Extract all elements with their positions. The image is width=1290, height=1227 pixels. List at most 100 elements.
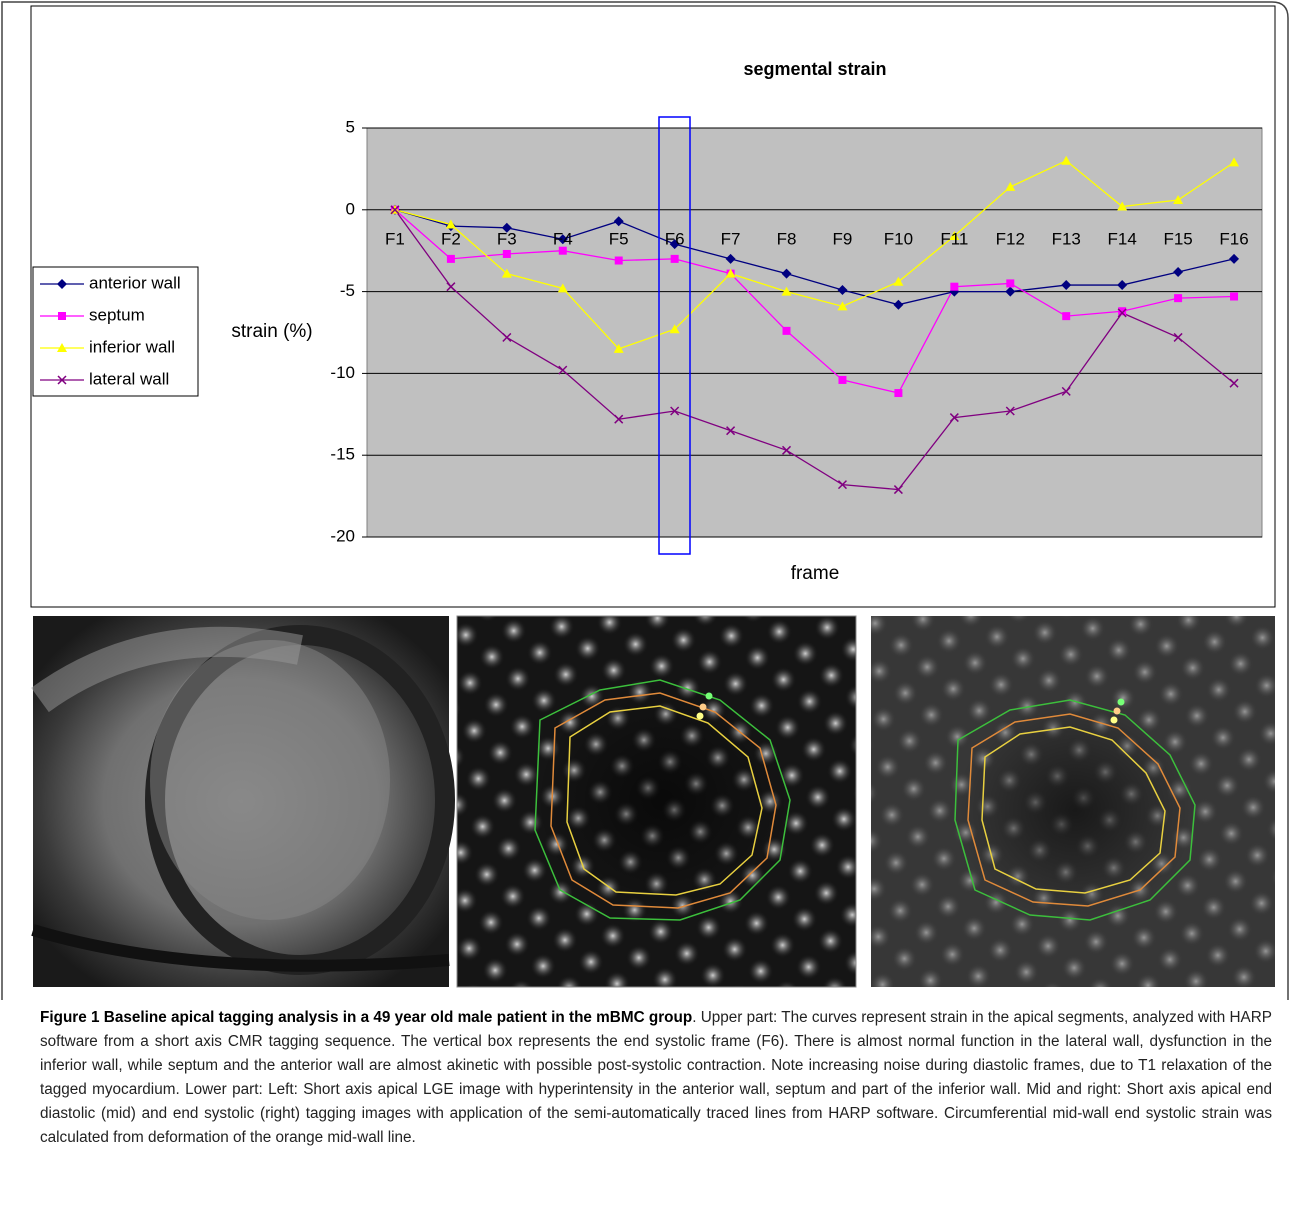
- series-line: [394, 209, 1235, 394]
- x-tick-label: F3: [497, 229, 517, 248]
- y-axis-label: strain (%): [231, 321, 312, 342]
- marker: [781, 286, 792, 296]
- marker: [1061, 155, 1072, 165]
- chart-title: segmental strain: [743, 59, 886, 79]
- marker: [893, 299, 904, 310]
- marker: [725, 253, 736, 264]
- x-tick-label: F11: [940, 229, 968, 248]
- marker: [1118, 307, 1127, 316]
- x-tick-label: F2: [441, 229, 461, 248]
- marker: [614, 256, 623, 265]
- x-tick-label: F4: [553, 229, 573, 248]
- marker: [1061, 280, 1072, 291]
- marker: [782, 326, 791, 335]
- y-tick-label: -10: [330, 363, 355, 382]
- grid: [362, 127, 1262, 538]
- legend-label: anterior wall: [89, 273, 181, 292]
- marker: [1229, 378, 1239, 388]
- caption-text: . Upper part: The curves represent strai…: [40, 1009, 1272, 1146]
- y-tick-label: 0: [346, 199, 355, 218]
- figure: segmental strain strain (%) frame anteri…: [1, 1, 1289, 1000]
- lge-image: [31, 616, 455, 987]
- x-tick-label: F8: [777, 229, 797, 248]
- series-line: [394, 209, 1235, 306]
- caption: Figure 1 Baseline apical tagging analysi…: [40, 1006, 1272, 1150]
- marker: [446, 282, 456, 292]
- y-tick-label: -5: [340, 281, 355, 300]
- x-tick-label: F7: [721, 229, 741, 248]
- marker: [669, 239, 680, 250]
- series-line: [394, 209, 1235, 491]
- x-tick-label: F14: [1108, 229, 1137, 248]
- marker: [782, 445, 792, 455]
- marker: [726, 426, 736, 436]
- marker: [1117, 308, 1127, 318]
- y-tick-label: -20: [330, 526, 355, 545]
- x-tick-label: F6: [665, 229, 685, 248]
- x-tick-label: F9: [833, 229, 853, 248]
- marker: [894, 389, 903, 398]
- x-tick-label: F15: [1163, 229, 1192, 248]
- marker: [1173, 266, 1184, 277]
- marker: [1229, 253, 1240, 264]
- x-tick-label: F12: [996, 229, 1025, 248]
- marker: [837, 480, 847, 490]
- marker: [446, 254, 455, 263]
- x-tick-label: F10: [884, 229, 913, 248]
- marker: [1006, 279, 1015, 288]
- marker: [1005, 181, 1016, 191]
- marker: [57, 343, 67, 352]
- marker: [949, 230, 960, 240]
- legend: [32, 266, 199, 397]
- marker: [725, 268, 736, 278]
- marker: [1117, 280, 1128, 291]
- marker: [613, 343, 624, 353]
- x-tick-label: F16: [1219, 229, 1248, 248]
- marker: [614, 414, 624, 424]
- marker: [1062, 312, 1071, 321]
- marker: [1229, 157, 1240, 167]
- legend-label: inferior wall: [89, 337, 175, 356]
- marker: [57, 279, 67, 289]
- marker: [669, 324, 680, 334]
- marker: [501, 222, 512, 233]
- legend-label: septum: [89, 305, 145, 324]
- x-axis-label: frame: [791, 563, 840, 584]
- x-tick-label: F1: [385, 229, 405, 248]
- marker: [837, 301, 848, 311]
- marker: [445, 219, 456, 229]
- marker: [1005, 286, 1016, 297]
- marker: [558, 365, 568, 375]
- marker: [670, 406, 680, 416]
- plot-area: [366, 127, 1263, 538]
- marker: [557, 283, 568, 293]
- series-line: [394, 159, 1235, 350]
- marker: [837, 284, 848, 295]
- y-tick-label: 5: [346, 117, 355, 136]
- end-systole-box: [658, 116, 691, 555]
- marker: [838, 375, 847, 384]
- marker: [501, 268, 512, 278]
- marker: [1061, 386, 1071, 396]
- marker: [781, 268, 792, 279]
- marker: [893, 485, 903, 495]
- series-layer: [389, 155, 1240, 495]
- marker: [950, 282, 959, 291]
- marker: [1173, 332, 1183, 342]
- legend-label: lateral wall: [89, 369, 169, 388]
- legend-items: anterior wall septum inferior wall lateral …: [40, 273, 181, 388]
- marker: [390, 205, 400, 215]
- marker: [893, 276, 904, 286]
- end-systolic-tag-image: [871, 616, 1275, 987]
- marker: [949, 413, 959, 423]
- marker: [557, 234, 568, 245]
- marker: [58, 312, 66, 320]
- caption-title: Figure 1 Baseline apical tagging analysi…: [40, 1009, 693, 1026]
- marker: [57, 375, 67, 385]
- frame-border: [1, 1, 1289, 1000]
- marker: [1173, 194, 1184, 204]
- marker: [1005, 406, 1015, 416]
- marker: [1117, 201, 1128, 211]
- marker: [502, 249, 511, 258]
